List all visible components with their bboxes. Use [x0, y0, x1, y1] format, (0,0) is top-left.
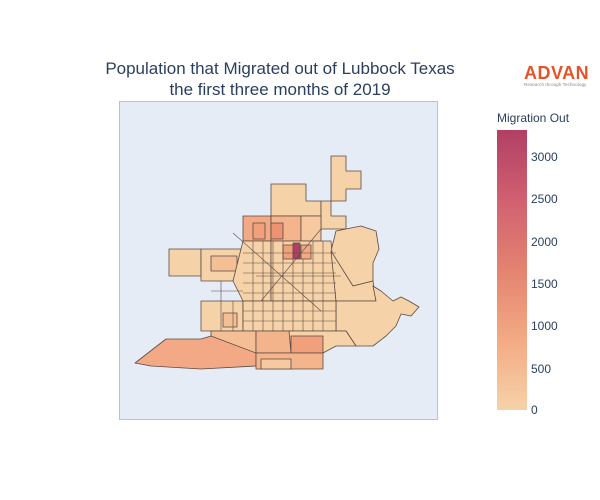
- chart-title-line2: the first three months of 2019: [169, 80, 391, 99]
- colorbar-tick-1000: 1000: [531, 319, 558, 333]
- tract-accent-5[interactable]: [222, 312, 238, 328]
- colorbar: [497, 130, 527, 410]
- tract-highest-migration[interactable]: [292, 242, 301, 260]
- tract-accent-4[interactable]: [300, 244, 312, 260]
- chart-title: Population that Migrated out of Lubbock …: [60, 58, 500, 100]
- colorbar-tick-500: 500: [531, 362, 552, 376]
- choropleth-map[interactable]: [120, 102, 439, 421]
- tract-south-b[interactable]: [255, 330, 292, 354]
- chart-title-line1: Population that Migrated out of Lubbock …: [105, 59, 455, 78]
- tract-south-c[interactable]: [290, 335, 324, 354]
- colorbar-tick-0: 0: [531, 403, 538, 417]
- logo-tagline: Research through Technology: [524, 82, 587, 87]
- tract-accent-2[interactable]: [270, 222, 284, 240]
- colorbar-tick-3000: 3000: [531, 150, 558, 164]
- map-plot-area[interactable]: [119, 101, 438, 420]
- tract-west-mid[interactable]: [210, 255, 238, 272]
- tract-west-far[interactable]: [168, 248, 202, 277]
- tract-northeast[interactable]: [320, 200, 347, 230]
- advan-logo: ADVAN Research through Technology: [524, 64, 596, 88]
- colorbar-tick-2500: 2500: [531, 192, 558, 206]
- tract-accent-3[interactable]: [282, 244, 294, 260]
- tract-south-center[interactable]: [242, 300, 337, 332]
- colorbar-title: Migration Out: [497, 111, 570, 125]
- colorbar-tick-1500: 1500: [531, 277, 558, 291]
- logo-wordmark: ADVAN: [524, 63, 590, 83]
- tract-north[interactable]: [270, 183, 322, 217]
- tract-accent-1[interactable]: [252, 222, 266, 240]
- tract-south-bottom2[interactable]: [260, 358, 292, 370]
- colorbar-tick-2000: 2000: [531, 235, 558, 249]
- tract-north-mid2[interactable]: [300, 215, 322, 242]
- tract-north-tall[interactable]: [330, 155, 362, 202]
